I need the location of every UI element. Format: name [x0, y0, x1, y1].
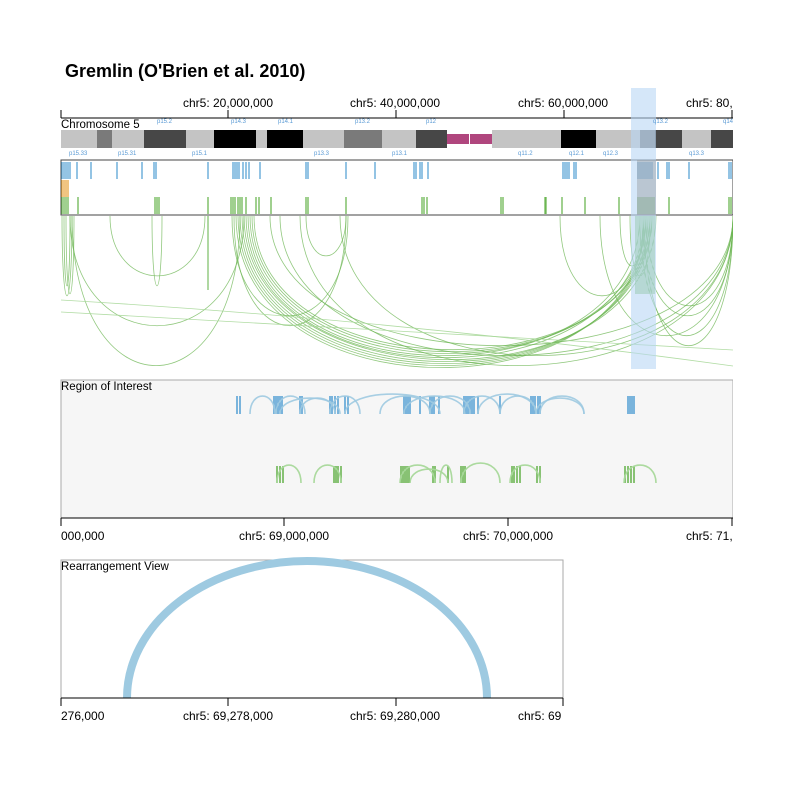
rearrangement-tick-label: 276,000	[61, 709, 105, 723]
rearrangement-arc	[339, 215, 734, 357]
rearrangement-arc	[71, 215, 241, 367]
band-label: q11.2	[518, 151, 533, 157]
brush-overlay	[637, 160, 656, 215]
band-label: p13.1	[392, 151, 408, 157]
band-label: p14.1	[278, 119, 294, 125]
roi-arc	[299, 397, 336, 415]
roi-arc	[623, 464, 657, 484]
roi-arc	[276, 464, 302, 484]
overview-axis	[60, 110, 733, 119]
roi-panel-label: Region of Interest	[61, 381, 152, 393]
roi-arc	[344, 393, 441, 415]
rearrangement-tick-label: chr5: 69,278,000	[183, 709, 274, 723]
rearrangement-arc	[63, 215, 71, 287]
rearrangement-arc	[109, 215, 206, 277]
overview-tick-label: chr5: 80,	[686, 96, 733, 110]
roi-tick-label: chr5: 70,000,000	[463, 529, 554, 543]
band-label: q13.2	[653, 119, 669, 125]
viewport-clip	[733, 150, 792, 710]
roi-arc	[403, 395, 466, 415]
rearrangement-tick-label: chr5: 69,280,000	[350, 709, 441, 723]
rearrangement-arc	[599, 215, 734, 337]
roi-blue-arcs	[236, 393, 635, 415]
rearrangement-arc	[243, 215, 657, 360]
roi-arc	[499, 395, 537, 415]
rearrangement-arc	[239, 215, 651, 364]
band-label: p15.33	[69, 151, 88, 157]
roi-arc	[329, 395, 361, 415]
roi-arc	[439, 464, 453, 484]
rearrangement-arc	[269, 215, 734, 346]
rearrangement-arc	[279, 215, 734, 356]
band-label: q12.3	[603, 151, 619, 157]
band-label: p12	[426, 119, 437, 125]
rearrangement-arc	[151, 215, 163, 286]
band-label: p13.3	[314, 151, 330, 157]
rearrangement-arc	[253, 215, 653, 351]
roi-arc	[399, 464, 436, 484]
band-label: p15.1	[192, 151, 208, 157]
rearrangement-arc	[237, 215, 649, 366]
roi-arc	[279, 397, 341, 415]
roi-arc	[409, 468, 449, 484]
rearrangement-arc	[233, 215, 347, 326]
band-label: q13.3	[689, 151, 705, 157]
rearrangement-arc	[643, 215, 734, 346]
page-title: Gremlin (O'Brien et al. 2010)	[65, 61, 306, 81]
rearrangement-arc	[69, 215, 245, 327]
band-label: p15.31	[118, 151, 137, 157]
band-label: q14	[723, 119, 734, 125]
roi-arc	[249, 395, 276, 415]
roi-tick-label: 000,000	[61, 529, 105, 543]
overview-track-frame	[60, 159, 734, 216]
roi-arc	[460, 462, 501, 484]
roi-arc	[429, 395, 471, 415]
overview-orange-bars	[61, 180, 69, 197]
overview-track-label: Chromosome 5	[61, 119, 140, 131]
roi-arc	[463, 395, 501, 415]
roi-tick-label: chr5: 71,	[686, 529, 733, 543]
rearrangement-arc	[241, 215, 653, 362]
region-highlight-brush[interactable]	[631, 88, 656, 369]
rearrangement-arc	[235, 215, 647, 368]
roi-tick-label: chr5: 69,000,000	[239, 529, 330, 543]
rearrangement-arc	[61, 215, 73, 296]
rearrangement-arc	[645, 215, 734, 306]
roi-arc	[535, 397, 585, 415]
rearrangement-arc	[305, 215, 347, 257]
roi-arc	[379, 395, 431, 415]
roi-arc	[275, 395, 306, 415]
rearrangement-panel-label: Rearrangement View	[61, 561, 169, 573]
overview-tick-label: chr5: 20,000,000	[183, 96, 274, 110]
rearrangement-arc	[249, 215, 647, 355]
roi-green-arcs	[276, 462, 657, 484]
overview-tick-label: chr5: 60,000,000	[518, 96, 609, 110]
overview-tick-label: chr5: 40,000,000	[350, 96, 441, 110]
roi-arc	[313, 464, 342, 484]
rearrangement-arc	[245, 215, 645, 359]
rearrangement-axis	[60, 697, 564, 706]
rearrangement-arc	[299, 215, 734, 366]
band-label: p13.2	[355, 119, 371, 125]
band-label: p14.3	[231, 119, 247, 125]
rearrangement-arc	[231, 215, 349, 317]
rearrangement-tick-label: chr5: 69	[518, 709, 562, 723]
roi-arc	[509, 464, 541, 484]
band-label: q12.1	[569, 151, 585, 157]
band-label: p15.2	[157, 119, 173, 125]
roi-axis	[60, 517, 733, 526]
rearrangement-arc[interactable]	[123, 557, 491, 699]
chromosome-ideogram[interactable]	[61, 130, 733, 148]
rearrangement-arc	[247, 215, 641, 357]
